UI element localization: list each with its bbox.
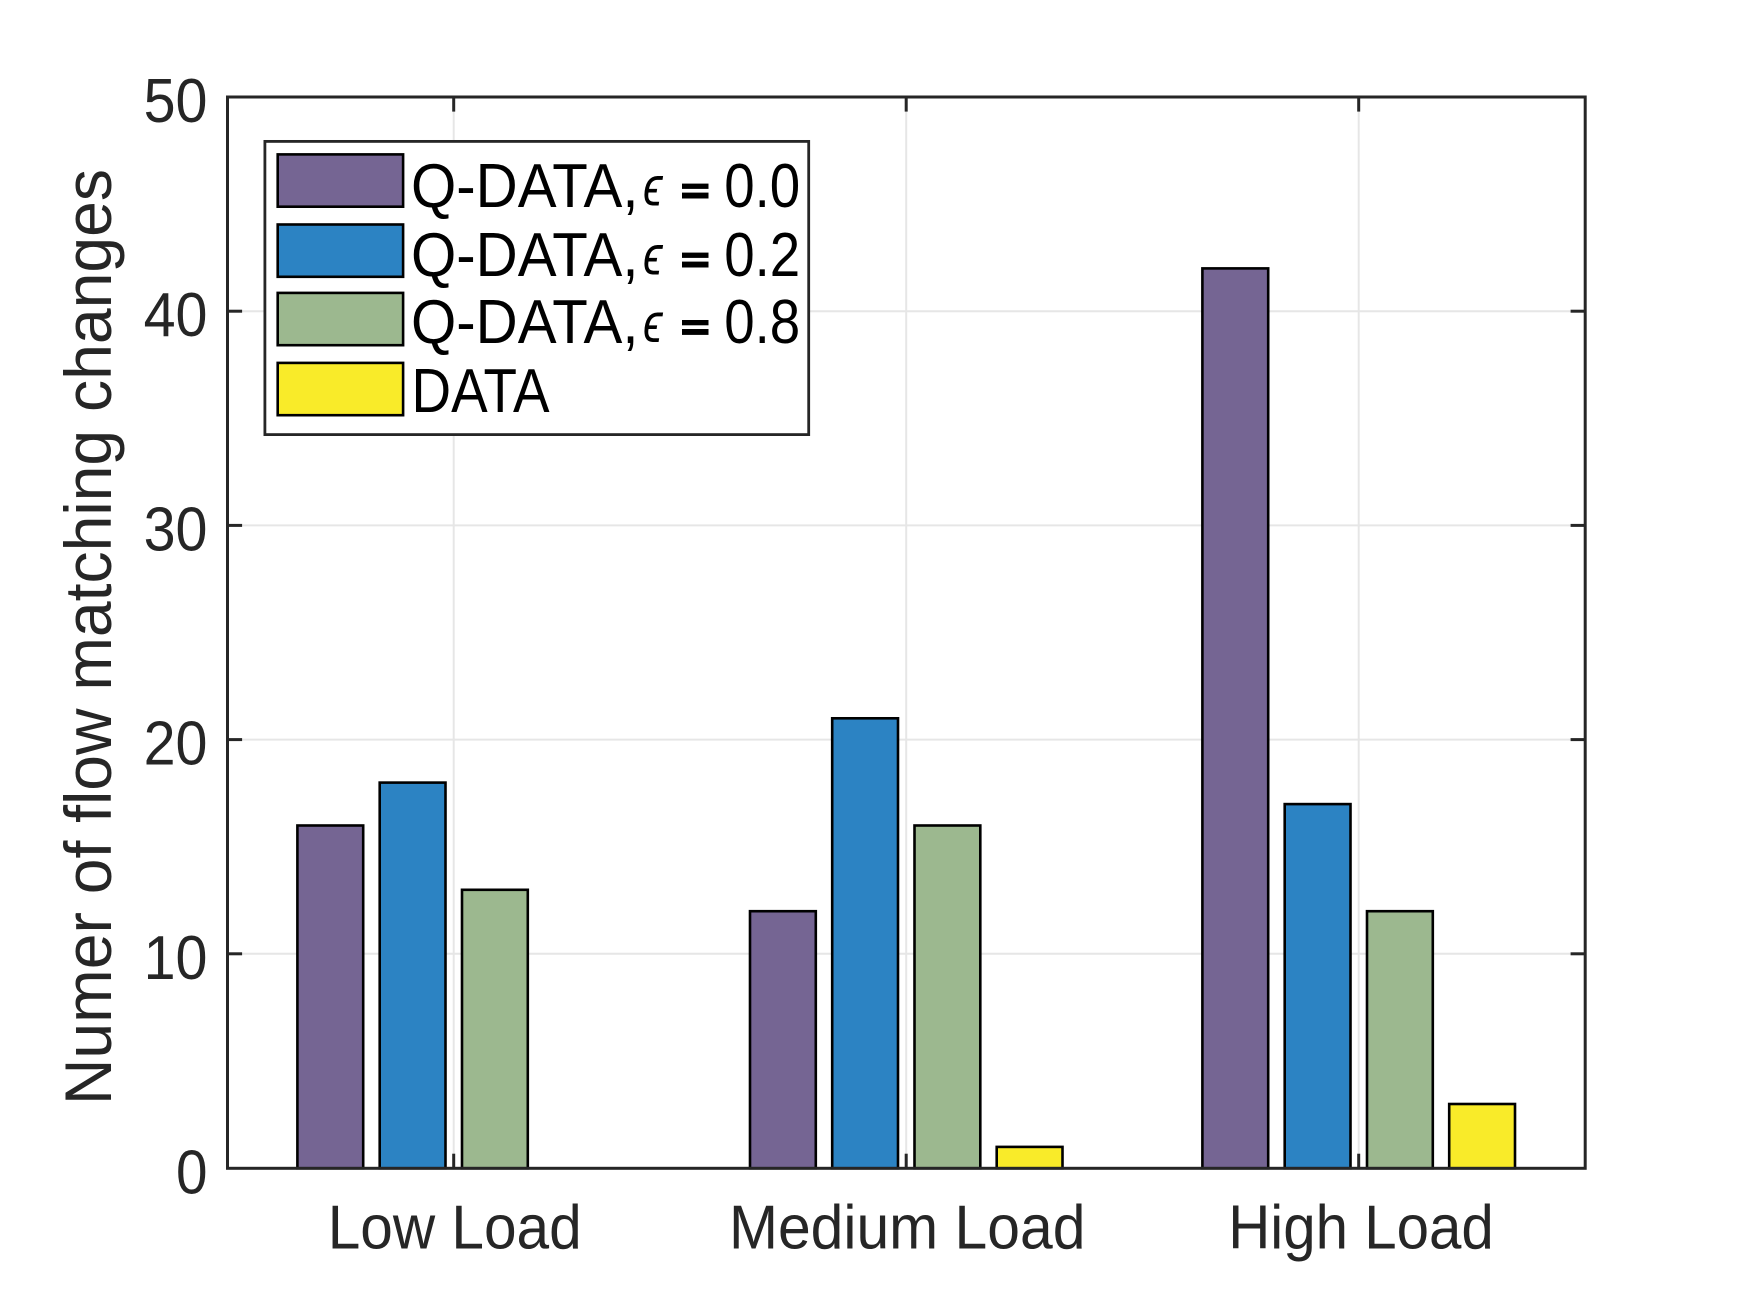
svg-text:Q-DATA,: Q-DATA, xyxy=(411,288,639,357)
svg-text:30: 30 xyxy=(144,495,208,564)
svg-text:20: 20 xyxy=(144,710,208,779)
svg-text:Numer of flow matching changes: Numer of flow matching changes xyxy=(51,169,125,1105)
svg-text:40: 40 xyxy=(144,281,208,350)
svg-text:0.0: 0.0 xyxy=(724,152,800,221)
svg-text:Q-DATA,: Q-DATA, xyxy=(411,152,639,221)
svg-text:Medium Load: Medium Load xyxy=(729,1194,1086,1263)
svg-text:0.8: 0.8 xyxy=(724,288,800,357)
svg-text:50: 50 xyxy=(144,67,208,136)
svg-text:0: 0 xyxy=(176,1138,208,1207)
svg-text:ϵ: ϵ xyxy=(643,292,664,354)
svg-text:Q-DATA,: Q-DATA, xyxy=(411,221,639,290)
svg-text:10: 10 xyxy=(144,924,208,993)
svg-text:Low Load: Low Load xyxy=(328,1194,582,1263)
svg-text:ϵ: ϵ xyxy=(643,225,664,287)
svg-text:0.2: 0.2 xyxy=(724,221,800,290)
svg-text:ϵ: ϵ xyxy=(643,156,664,218)
svg-text:DATA: DATA xyxy=(412,357,551,426)
svg-text:High Load: High Load xyxy=(1228,1194,1494,1263)
